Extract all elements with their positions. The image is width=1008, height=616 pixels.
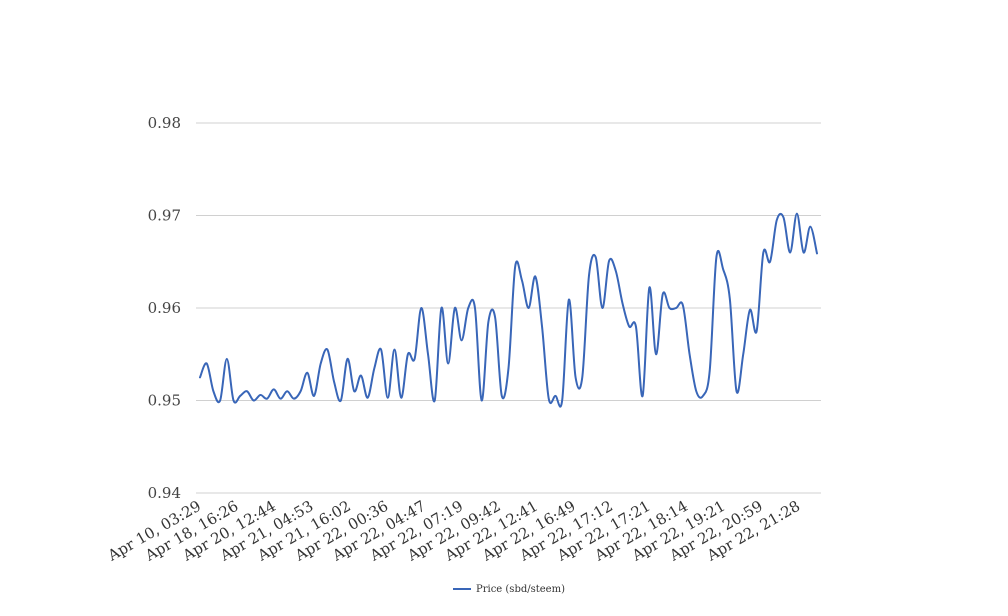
y-tick-label: 0.98 — [148, 114, 181, 132]
legend: Price (sbd/steem) — [453, 584, 565, 595]
y-tick-label: 0.95 — [148, 392, 181, 410]
gridlines — [196, 122, 821, 494]
series-line — [199, 212, 818, 408]
series-layer — [199, 212, 818, 408]
legend-label: Price (sbd/steem) — [476, 584, 565, 595]
y-tick-label: 0.97 — [148, 207, 181, 225]
y-axis-ticks: 0.94 0.95 0.96 0.97 0.98 — [148, 114, 181, 502]
y-tick-label: 0.96 — [148, 299, 181, 317]
y-tick-label: 0.94 — [148, 484, 181, 502]
